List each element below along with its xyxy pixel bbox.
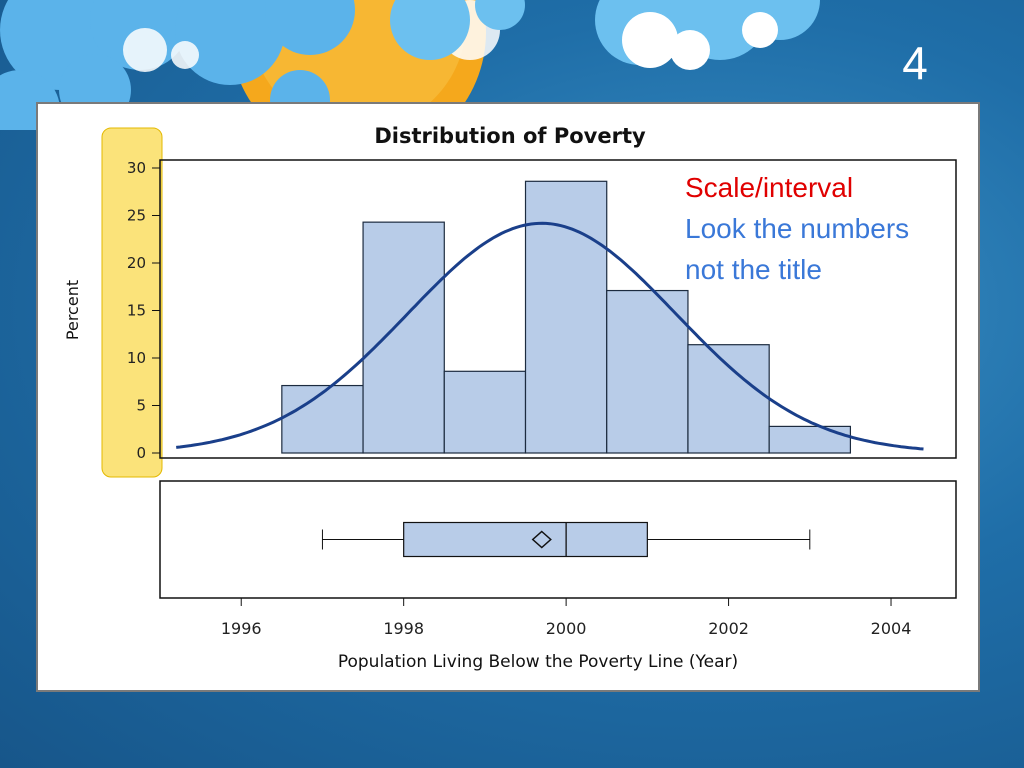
boxplot-mean-marker — [531, 530, 552, 549]
y-tick-label-20: 20 — [127, 254, 146, 272]
annotation-scale: Scale/interval — [685, 172, 854, 203]
boxplot-box — [403, 521, 648, 558]
x-axis-label: Population Living Below the Poverty Line… — [338, 652, 738, 672]
histogram-bar — [281, 384, 364, 454]
y-tick-label-30: 30 — [127, 159, 146, 177]
y-tick-label-10: 10 — [127, 349, 146, 367]
x-tick-label-2004: 2004 — [871, 619, 912, 638]
x-tick-label-2002: 2002 — [708, 619, 749, 638]
y-axis-label: Percent — [63, 280, 82, 340]
histogram-bar — [362, 221, 445, 454]
y-tick-label-25: 25 — [127, 207, 146, 225]
y-axis-highlight — [101, 127, 163, 478]
annotation-title: not the title — [685, 254, 822, 285]
annotation-look: Look the numbers — [685, 213, 910, 244]
slide-number: 4 — [902, 37, 928, 89]
y-tick-label-5: 5 — [136, 397, 146, 415]
boxplot-frame — [159, 480, 957, 599]
y-tick-label-0: 0 — [136, 444, 146, 462]
decorative-clouds — [0, 0, 820, 130]
x-tick-label-1996: 1996 — [221, 619, 262, 638]
chart-title: Distribution of Poverty — [374, 124, 646, 148]
histogram-bar — [606, 289, 689, 454]
histogram-frame — [159, 159, 957, 459]
y-tick-label-15: 15 — [127, 302, 146, 320]
histogram-bar — [768, 425, 852, 454]
x-tick-label-2000: 2000 — [546, 619, 587, 638]
histogram-bar — [687, 344, 770, 454]
normal-curve — [176, 221, 924, 451]
histogram-bar — [443, 370, 527, 454]
x-tick-label-1998: 1998 — [383, 619, 424, 638]
